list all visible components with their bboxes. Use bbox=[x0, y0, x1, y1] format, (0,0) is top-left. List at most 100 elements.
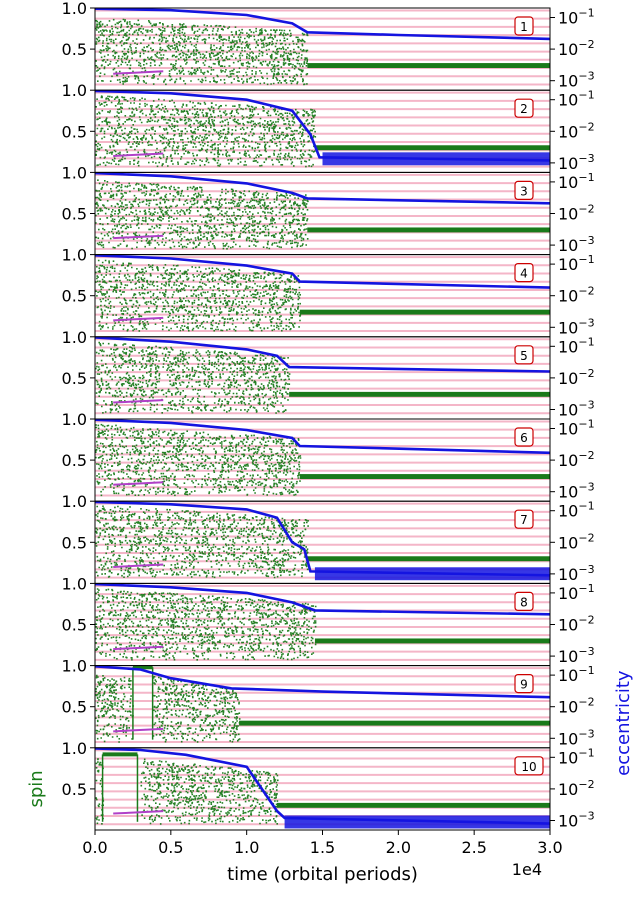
right-tick-label: 10−1 bbox=[558, 746, 595, 767]
eccentricity-line bbox=[95, 172, 550, 205]
purple-mark bbox=[113, 399, 164, 404]
right-tick-label: 10−2 bbox=[558, 449, 595, 470]
panel-2: 2 1.0 0.5 10−1 10−2 10−3 bbox=[62, 81, 595, 173]
spin-scatter bbox=[95, 423, 302, 497]
left-tick-label: 1.0 bbox=[62, 574, 87, 593]
panel-label-box bbox=[514, 16, 534, 36]
spin-converged-band bbox=[307, 227, 550, 233]
plot-area-7 bbox=[95, 501, 550, 581]
panel-label-box bbox=[514, 427, 534, 447]
purple-mark bbox=[113, 234, 164, 240]
right-tick-label: 10−3 bbox=[558, 481, 595, 502]
right-tick-label: 10−2 bbox=[558, 778, 595, 799]
panel-label: 2 bbox=[520, 102, 528, 116]
x-tick-label: 0.0 bbox=[82, 838, 107, 857]
eccentricity-line bbox=[95, 8, 550, 41]
panel-label: 5 bbox=[520, 349, 528, 363]
panel-label-box bbox=[514, 345, 534, 365]
left-tick-label: 1.0 bbox=[62, 328, 87, 347]
panel-1: 1 1.0 0.5 10−1 10−2 10−3 bbox=[62, 0, 595, 91]
right-tick-label: 10−1 bbox=[558, 582, 595, 603]
eccentricity-line bbox=[95, 501, 550, 577]
right-tick-label: 10−2 bbox=[558, 614, 595, 635]
right-tick-label: 10−3 bbox=[558, 727, 595, 748]
purple-mark bbox=[113, 727, 164, 733]
plot-area-5 bbox=[95, 336, 550, 415]
spin-converged-band bbox=[314, 638, 550, 644]
panel-label-box bbox=[514, 756, 544, 776]
left-tick-label: 1.0 bbox=[62, 492, 87, 511]
spin-converged-band bbox=[277, 802, 550, 808]
right-tick-label: 10−1 bbox=[558, 664, 595, 685]
x-tick-label: 3.0 bbox=[537, 838, 562, 857]
left-tick-label: 1.0 bbox=[62, 163, 87, 182]
purple-mark bbox=[113, 563, 164, 568]
x-axis-label: time (orbital periods) bbox=[227, 864, 418, 885]
spin-scatter bbox=[95, 259, 302, 332]
spin-converged-band bbox=[314, 145, 550, 151]
right-tick-label: 10−2 bbox=[558, 120, 595, 141]
x-tick-label: 2.5 bbox=[461, 838, 486, 857]
spin-scatter bbox=[95, 95, 317, 168]
right-tick-label: 10−2 bbox=[558, 203, 595, 224]
eccentricity-line bbox=[95, 90, 550, 162]
plot-area-4 bbox=[95, 254, 550, 333]
x-tick-label: 1.5 bbox=[310, 838, 335, 857]
panel-8: 8 1.0 0.5 10−1 10−2 10−3 bbox=[62, 574, 595, 667]
eccentricity-oscillation-band bbox=[314, 567, 550, 581]
left-tick-label: 0.5 bbox=[62, 122, 87, 141]
plot-area-8 bbox=[95, 583, 550, 661]
purple-mark bbox=[113, 70, 164, 75]
purple-mark bbox=[113, 316, 164, 322]
left-tick-label: 1.0 bbox=[62, 657, 87, 676]
eccentricity-line bbox=[95, 254, 550, 289]
panel-label: 3 bbox=[520, 184, 528, 198]
spin-converged-band bbox=[307, 63, 550, 69]
x-tick-label: 0.5 bbox=[158, 838, 183, 857]
panel-7: 7 1.0 0.5 10−1 10−2 10−3 bbox=[62, 492, 595, 584]
right-tick-label: 10−3 bbox=[558, 563, 595, 584]
spin-converged-band bbox=[299, 474, 550, 480]
spin-scatter bbox=[95, 179, 309, 250]
left-tick-label: 0.5 bbox=[62, 369, 87, 388]
left-tick-label: 1.0 bbox=[62, 739, 87, 758]
right-tick-label: 10−3 bbox=[558, 152, 595, 173]
right-tick-label: 10−2 bbox=[558, 531, 595, 552]
plot-area-6 bbox=[95, 419, 550, 497]
y-axis-label-spin: spin bbox=[26, 770, 47, 807]
panel-label: 7 bbox=[520, 513, 528, 527]
panel-10: 10 1.0 0.5 10−1 10−2 10−3 bbox=[62, 739, 595, 831]
right-tick-label: 10−2 bbox=[558, 696, 595, 717]
spin-converged-band bbox=[239, 720, 550, 726]
purple-mark bbox=[113, 481, 164, 486]
right-tick-label: 10−2 bbox=[558, 38, 595, 59]
spin-scatter bbox=[95, 341, 291, 414]
plot-area-2 bbox=[95, 90, 550, 168]
panel-label: 4 bbox=[520, 267, 528, 281]
y-axis-label-eccentricity: eccentricity bbox=[613, 670, 634, 776]
spin-converged-band bbox=[307, 556, 550, 562]
panel-label: 8 bbox=[520, 595, 528, 609]
right-tick-label: 10−3 bbox=[558, 398, 595, 419]
eccentricity-line bbox=[95, 747, 550, 825]
panel-frame bbox=[94, 336, 551, 420]
purple-mark bbox=[113, 152, 164, 157]
panel-3: 3 1.0 0.5 10−1 10−2 10−3 bbox=[62, 163, 595, 256]
spin-scatter bbox=[95, 674, 241, 743]
plot-area-9 bbox=[95, 665, 550, 744]
purple-mark bbox=[113, 810, 164, 815]
right-tick-label: 10−3 bbox=[558, 234, 595, 255]
spin-converged-band bbox=[299, 309, 550, 315]
eccentricity-line bbox=[95, 336, 550, 373]
left-tick-label: 0.5 bbox=[62, 451, 87, 470]
right-tick-label: 10−2 bbox=[558, 285, 595, 306]
panel-label-box bbox=[514, 673, 534, 694]
right-tick-label: 10−3 bbox=[558, 809, 595, 830]
panel-label: 9 bbox=[520, 678, 528, 692]
plot-area-10 bbox=[95, 747, 550, 829]
plot-area-3 bbox=[95, 172, 550, 250]
left-tick-label: 0.5 bbox=[62, 780, 87, 799]
eccentricity-line bbox=[95, 419, 550, 455]
left-tick-label: 0.5 bbox=[62, 616, 87, 635]
